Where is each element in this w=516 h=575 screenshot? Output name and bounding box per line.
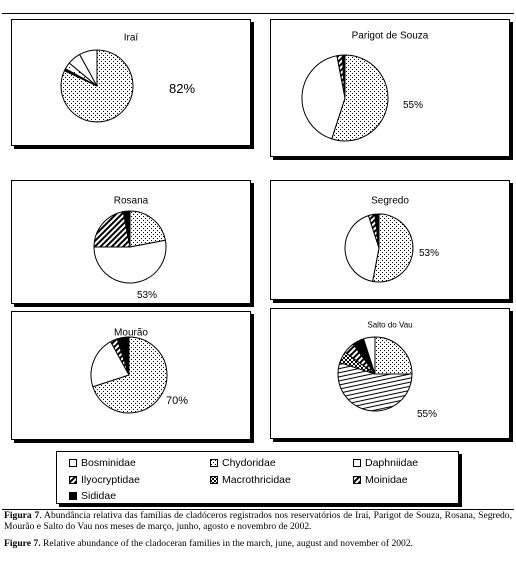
chart-panel-salto-do-vau: Salto do Vau 55% bbox=[270, 308, 510, 439]
data-label: 70% bbox=[166, 395, 188, 407]
pie-slice-sididae bbox=[362, 336, 376, 375]
pie-slice-moinidae bbox=[374, 213, 380, 249]
pie-chart-svg: Salto do Vau 55% bbox=[337, 321, 437, 420]
pie-chart-svg: Parigot de Souza 55% bbox=[301, 30, 429, 142]
pie-chart-svg: Segredo 53% bbox=[344, 195, 439, 283]
chart-title: Rosana bbox=[114, 195, 149, 206]
legend-label: Sididae bbox=[81, 490, 117, 502]
chart-panel-parigot: Parigot de Souza 55% bbox=[270, 19, 510, 157]
chart-panel-segredo: Segredo 53% bbox=[270, 180, 510, 300]
chart-title: Iraí bbox=[124, 32, 139, 43]
legend-swatch bbox=[69, 459, 77, 467]
legend-swatch bbox=[210, 476, 218, 484]
data-label: 82% bbox=[169, 81, 195, 96]
caption-label-en: Figure 7. bbox=[4, 538, 41, 549]
chart-title: Segredo bbox=[371, 195, 409, 206]
pie-slice-daphniidae bbox=[374, 336, 413, 375]
pie-slice-daphniidae bbox=[301, 55, 346, 140]
pie-slice-daphniidae bbox=[78, 49, 98, 87]
legend-label: Daphniidae bbox=[365, 457, 419, 469]
pie-slice-bosminidae bbox=[337, 361, 413, 412]
pie-chart-svg: Mourão 70% bbox=[90, 327, 188, 414]
pie-slice-chydoridae bbox=[372, 213, 414, 283]
chart-title: Salto do Vau bbox=[367, 321, 412, 330]
chart-title: Mourão bbox=[114, 327, 148, 338]
data-label: 53% bbox=[419, 248, 439, 259]
chart-panel-mourao: Mourão 70% bbox=[11, 311, 251, 440]
legend: Bosminidae Chydoridae Daphniidae Ilyocry… bbox=[56, 451, 459, 504]
pie-slice-chydoridae bbox=[92, 336, 168, 414]
chart-title: Parigot de Souza bbox=[352, 30, 429, 41]
legend-swatch bbox=[210, 459, 218, 467]
caption-rule bbox=[2, 509, 514, 510]
legend-label: Ilyocryptidae bbox=[81, 474, 140, 486]
pie-slice-chydoridae bbox=[331, 54, 389, 142]
data-label: 55% bbox=[403, 100, 423, 111]
legend-label: Bosminidae bbox=[81, 457, 136, 469]
caption-text-pt: . Abundância relativa das famílias de cl… bbox=[4, 510, 512, 532]
legend-label: Macrothricidae bbox=[222, 474, 291, 486]
pie-slice-bosminidae bbox=[344, 215, 380, 282]
pie-slice-bosminidae bbox=[90, 341, 130, 388]
pie-slice-bosminidae bbox=[93, 239, 167, 284]
figure-caption-en: Figure 7. Relative abundance of the clad… bbox=[4, 538, 512, 550]
legend-label: Chydoridae bbox=[222, 457, 276, 469]
legend-label: Moinidae bbox=[365, 474, 408, 486]
legend-swatch bbox=[69, 476, 77, 484]
data-label: 53% bbox=[137, 290, 157, 301]
top-rule bbox=[2, 13, 514, 14]
caption-label-pt: Figura 7 bbox=[4, 510, 40, 521]
pie-chart-svg: Rosana 53% bbox=[93, 195, 167, 301]
pie-slice-ilyocryptidae bbox=[93, 211, 131, 248]
pie-slice-chydoridae bbox=[129, 210, 166, 248]
legend-swatch bbox=[353, 476, 361, 484]
pie-chart-svg: Iraí 82% bbox=[60, 32, 195, 123]
legend-swatch bbox=[69, 492, 77, 500]
legend-swatch bbox=[353, 459, 361, 467]
pie-slice-moinidae bbox=[116, 336, 130, 376]
figure-caption-pt: Figura 7. Abundância relativa das famíli… bbox=[4, 510, 512, 532]
chart-panel-irai: Iraí 82% bbox=[11, 19, 251, 146]
data-label: 55% bbox=[417, 409, 437, 420]
pie-slice-moinidae bbox=[341, 54, 346, 99]
chart-panel-rosana: Rosana 53% bbox=[11, 180, 251, 304]
pie-slice-moinidae bbox=[122, 210, 131, 248]
caption-text-en: Relative abundance of the cladoceran fam… bbox=[40, 538, 414, 549]
